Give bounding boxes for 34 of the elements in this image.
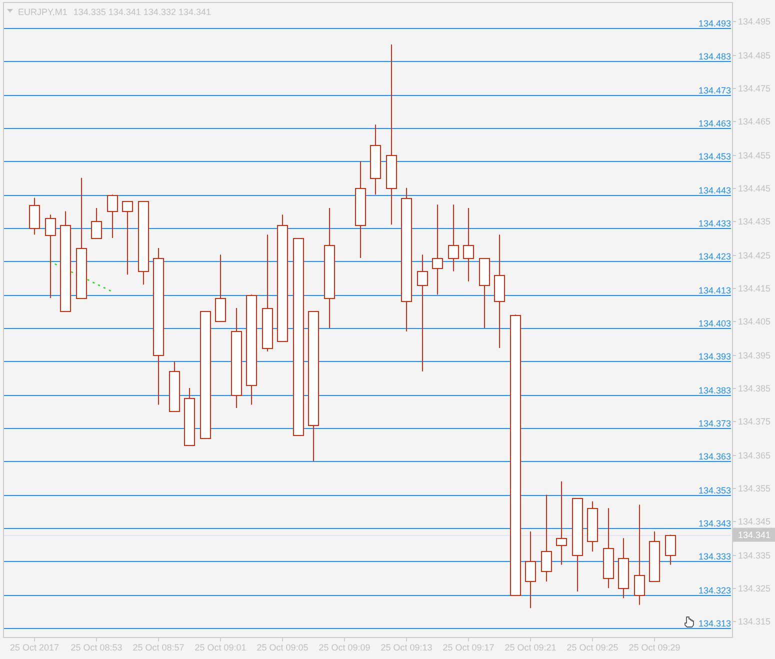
candlestick xyxy=(107,194,118,238)
candlestick xyxy=(45,214,56,298)
ref-line-label: 134.353 xyxy=(698,486,731,496)
candlestick xyxy=(432,204,443,296)
candlestick xyxy=(215,254,226,322)
ref-line-label: 134.363 xyxy=(698,452,731,462)
candlestick xyxy=(634,504,645,606)
ref-line-label: 134.493 xyxy=(698,18,731,28)
candlestick xyxy=(665,534,676,566)
ref-line-label: 134.373 xyxy=(698,418,731,428)
candlestick xyxy=(541,494,552,582)
candlestick xyxy=(556,480,567,566)
ref-line-label: 134.383 xyxy=(698,386,731,396)
candlestick xyxy=(463,207,474,282)
ref-line-label: 134.463 xyxy=(698,118,731,128)
ref-line-label: 134.433 xyxy=(698,218,731,228)
candlestick xyxy=(122,200,133,276)
ref-line-label: 134.343 xyxy=(698,518,731,528)
ref-line-label: 134.403 xyxy=(698,318,731,328)
candlestick xyxy=(417,254,428,372)
ref-line-label: 134.313 xyxy=(698,618,731,628)
candlestick xyxy=(448,204,459,272)
ref-line-label: 134.393 xyxy=(698,352,731,362)
ref-line-label: 134.443 xyxy=(698,186,731,196)
candlestick xyxy=(525,530,536,609)
candlestick xyxy=(91,207,102,239)
ref-line-label: 134.473 xyxy=(698,86,731,96)
ref-line-label: 134.413 xyxy=(698,286,731,296)
ref-line-label: 134.453 xyxy=(698,152,731,162)
candlestick xyxy=(29,197,40,236)
ref-line-label: 134.423 xyxy=(698,252,731,262)
ref-line-label: 134.323 xyxy=(698,586,731,596)
ref-line-label: 134.483 xyxy=(698,52,731,62)
ref-line-label: 134.333 xyxy=(698,552,731,562)
